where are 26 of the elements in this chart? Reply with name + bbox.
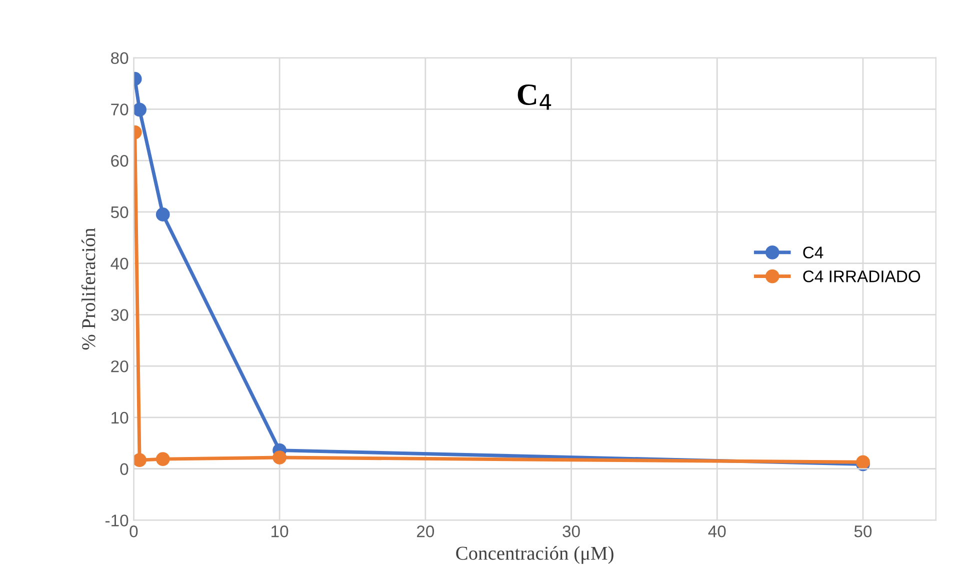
y-tick-label: 50 [110, 206, 128, 218]
point [156, 452, 170, 466]
y-tick-label: 10 [112, 412, 128, 424]
point [134, 102, 146, 117]
legend-label: C4 [803, 246, 824, 258]
y-tick-label: 70 [111, 104, 128, 116]
y-tick-label: 30 [110, 309, 128, 321]
x-axis-title: Concentración (μM) [456, 546, 614, 564]
y-axis-title: % Proliferación [81, 228, 96, 350]
x-tick-label: 50 [854, 526, 872, 538]
point [134, 453, 146, 468]
y-tick-label: 80 [111, 52, 128, 64]
y-tick-label: 40 [110, 258, 128, 270]
x-tick-label: 30 [562, 526, 580, 538]
x-tick-label: 0 [130, 526, 138, 538]
text: C$_{4}$ [518, 84, 552, 110]
x-tick-label: 10 [272, 526, 288, 538]
y-tick-label: -10 [105, 514, 128, 526]
y-tick-label: 0 [120, 463, 128, 476]
point [156, 208, 170, 222]
legend-label: C4 IRRADIADO [803, 270, 920, 282]
x-tick-label: 20 [416, 526, 434, 538]
y-tick-label: 20 [111, 360, 128, 372]
x-tick-label: 40 [708, 526, 726, 538]
point [272, 450, 286, 464]
y-tick-label: 60 [111, 154, 128, 167]
